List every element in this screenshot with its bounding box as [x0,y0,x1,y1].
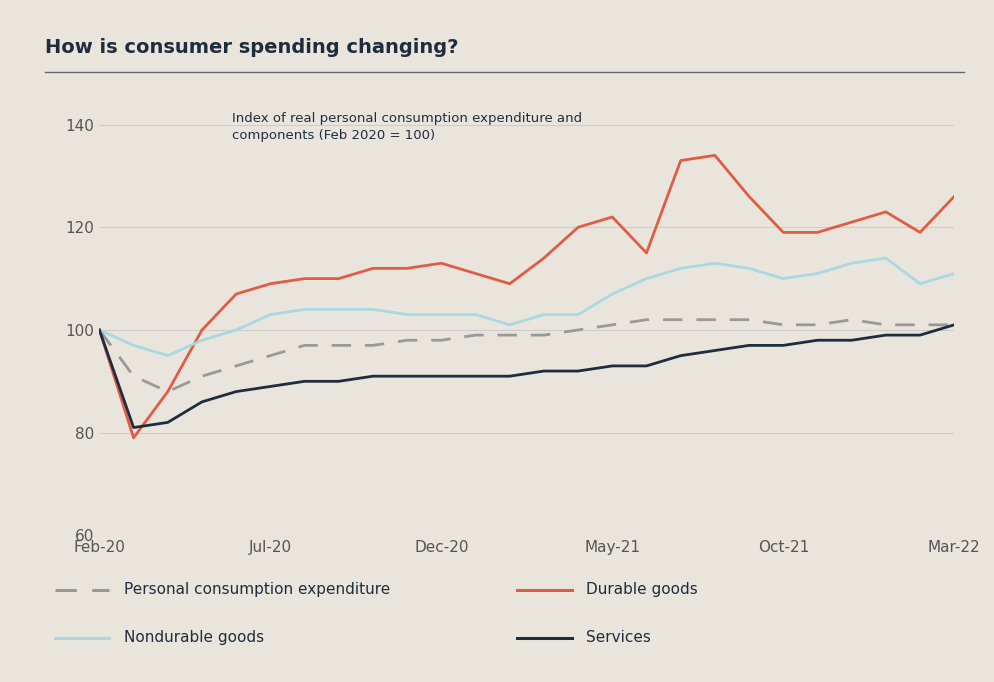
Text: Nondurable goods: Nondurable goods [124,630,264,645]
Text: How is consumer spending changing?: How is consumer spending changing? [45,38,458,57]
Text: Services: Services [586,630,651,645]
Text: Index of real personal consumption expenditure and
components (Feb 2020 = 100): Index of real personal consumption expen… [232,112,582,142]
Text: Durable goods: Durable goods [586,582,698,597]
Text: Personal consumption expenditure: Personal consumption expenditure [124,582,391,597]
